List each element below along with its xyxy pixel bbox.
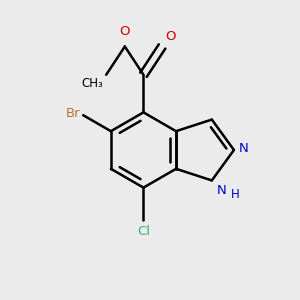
Text: H: H <box>231 188 239 201</box>
Text: Br: Br <box>65 107 80 120</box>
Text: CH₃: CH₃ <box>81 77 103 90</box>
Text: N: N <box>239 142 249 155</box>
Text: O: O <box>165 30 176 43</box>
Text: Cl: Cl <box>137 224 150 238</box>
Text: N: N <box>217 184 226 197</box>
Text: O: O <box>120 25 130 38</box>
